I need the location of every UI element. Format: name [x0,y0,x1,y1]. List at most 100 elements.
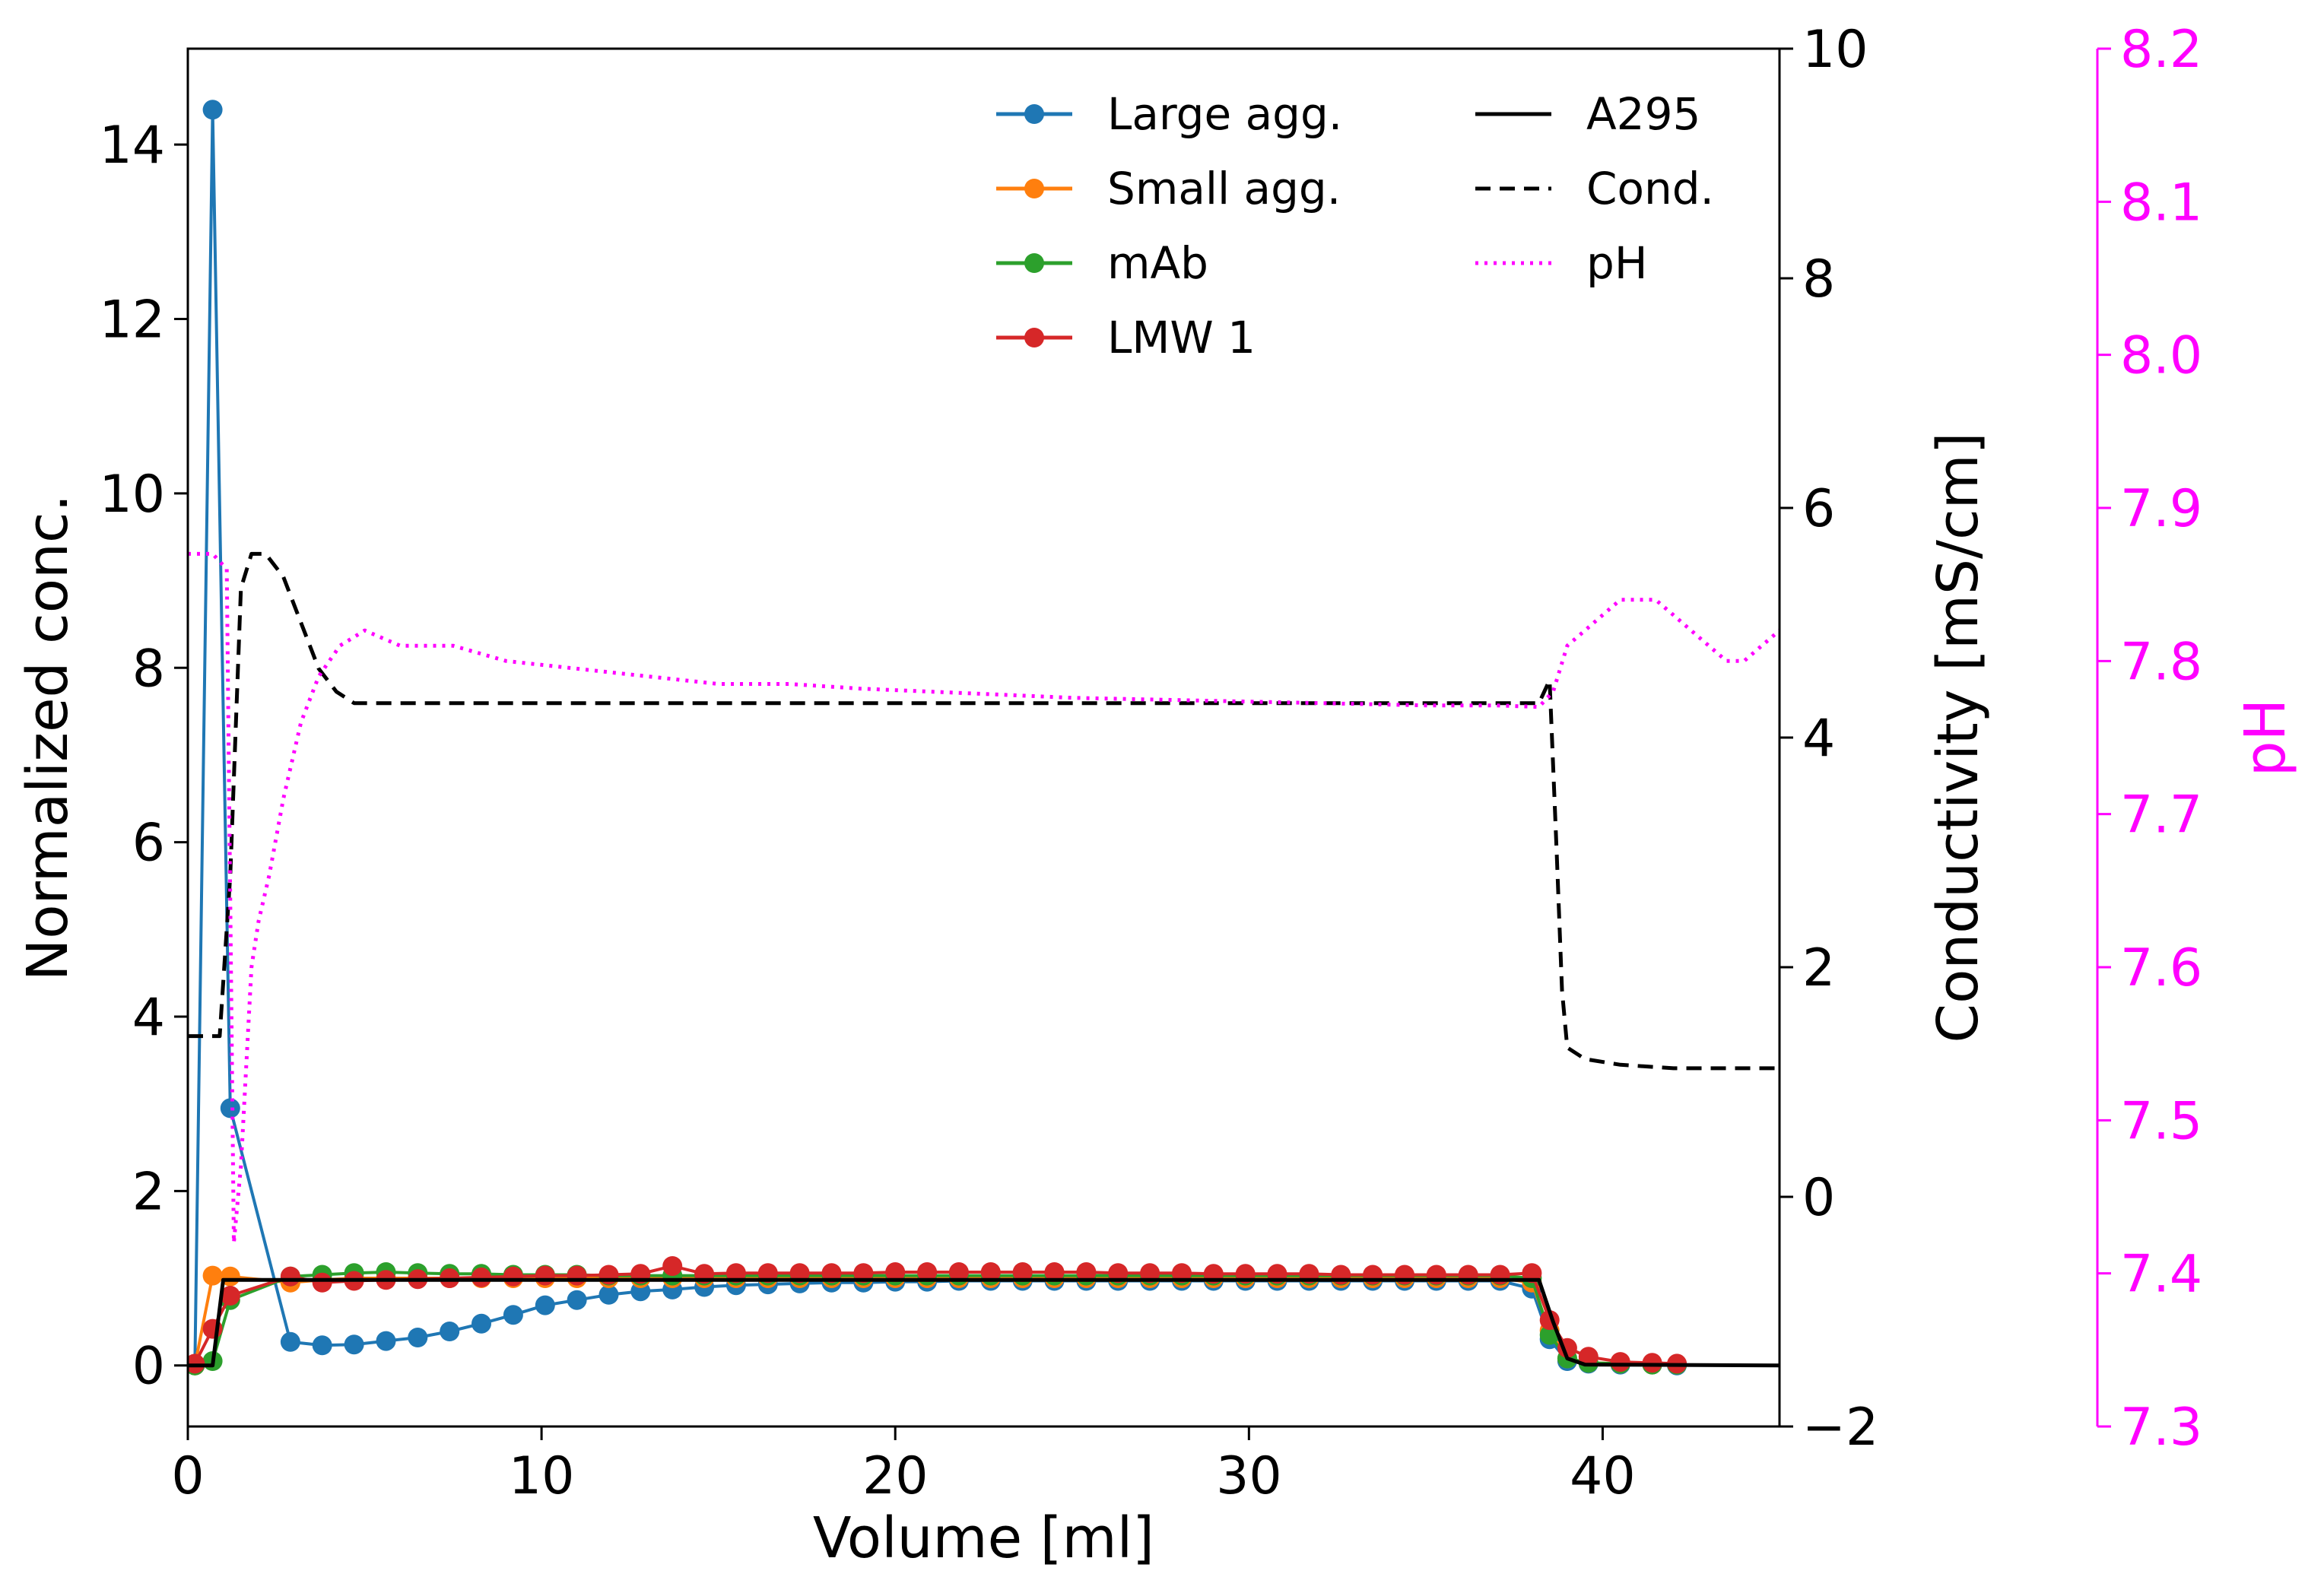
legend-label: LMW 1 [1107,312,1256,363]
data-point-lmw-1 [220,1286,240,1306]
ph-tick-label: 8.2 [2120,20,2202,80]
data-point-large-agg [440,1322,460,1341]
y-axis-ph: 7.3 7.4 7.5 7.6 7.7 7.8 7.9 8.0 8.1 8.2 [2097,20,2202,1458]
legend-entry-mab: mAb [996,237,1208,289]
y-axis-left: 0 2 4 6 8 10 12 14 [99,116,188,1397]
data-point-lmw-1 [662,1256,683,1276]
data-point-large-agg [312,1335,332,1356]
data-point-large-agg [376,1331,396,1351]
legend-entry-ph: pH [1475,237,1647,289]
data-point-lmw-1 [885,1262,906,1282]
data-point-lmw-1 [471,1267,491,1287]
series-cond [188,551,1780,1071]
y-tick-label: 6 [132,814,165,874]
y-tick-label: 4 [132,988,165,1048]
conductivity-tick-label: 8 [1802,249,1835,309]
legend-marker [1024,253,1044,273]
x-tick-label: 40 [1570,1446,1636,1506]
ph-tick-label: 7.5 [2120,1091,2202,1151]
ph-axis-title: pH [2233,699,2298,777]
y-tick-label: 14 [99,116,165,176]
data-point-large-agg [503,1305,523,1325]
x-tick-label: 0 [171,1446,204,1506]
data-point-lmw-1 [757,1263,778,1284]
legend: Large agg. Small agg. mAb LMW 1 A295 Cond. pH [996,88,1714,363]
conductivity-tick-label: 6 [1802,479,1835,539]
legend-label: Small agg. [1107,163,1341,214]
legend-entry-cond: Cond. [1475,163,1714,214]
data-point-lmw-1 [1578,1347,1599,1367]
legend-marker [1024,104,1044,124]
data-point-lmw-1 [1076,1262,1097,1282]
series-line-cond [188,551,1780,1071]
data-point-lmw-1 [1012,1262,1033,1282]
legend-entry-small-agg: Small agg. [996,163,1341,214]
data-point-large-agg [535,1295,555,1315]
ph-tick-label: 7.7 [2120,785,2202,846]
legend-label: Cond. [1586,163,1714,214]
data-point-lmw-1 [503,1266,523,1287]
x-tick-label: 20 [862,1446,929,1506]
conductivity-axis-title: Conductivity [mS/cm] [1926,432,1991,1042]
data-point-lmw-1 [1642,1353,1662,1373]
data-point-lmw-1 [1108,1263,1129,1284]
data-point-lmw-1 [1140,1263,1160,1284]
data-point-lmw-1 [1522,1263,1542,1284]
data-point-lmw-1 [312,1272,332,1293]
ph-tick-label: 7.6 [2120,938,2202,998]
y-tick-label: 8 [132,639,165,699]
conductivity-tick-label: 4 [1802,709,1835,769]
data-point-lmw-1 [853,1263,874,1284]
ph-tick-label: 8.1 [2120,173,2202,233]
series-line-ph [188,551,1780,1245]
y-axis-conductivity: −2 0 2 4 6 8 10 [1780,20,1878,1458]
data-point-large-agg [471,1313,491,1334]
series-a295 [188,1277,1780,1368]
x-axis-title: Volume [ml] [813,1506,1154,1571]
data-point-large-agg [598,1284,619,1305]
series-ph [188,551,1780,1245]
data-point-large-agg [220,1098,240,1119]
y-tick-label: 10 [99,465,165,525]
legend-label: A295 [1586,88,1700,140]
data-point-lmw-1 [980,1262,1001,1282]
ph-tick-label: 7.4 [2120,1245,2202,1305]
legend-label: mAb [1107,237,1208,289]
data-point-lmw-1 [1044,1262,1065,1282]
data-point-large-agg [202,100,223,120]
ph-tick-label: 8.0 [2120,326,2202,386]
data-point-small-agg [202,1265,223,1286]
legend-marker [1024,179,1044,198]
legend-entry-a295: A295 [1475,88,1700,140]
data-point-large-agg [408,1328,428,1347]
x-axis: 0 10 20 30 40 [171,1426,1636,1506]
ph-tick-label: 7.3 [2120,1398,2202,1458]
series-layer [188,100,1780,1376]
conductivity-tick-label: −2 [1802,1398,1878,1458]
x-tick-label: 10 [509,1446,575,1506]
y-tick-label: 0 [132,1337,165,1397]
legend-entry-large-agg: Large agg. [996,88,1342,140]
legend-label: pH [1586,237,1647,289]
data-point-lmw-1 [725,1263,746,1284]
data-point-lmw-1 [1610,1352,1630,1372]
legend-marker [1024,328,1044,347]
ph-tick-label: 7.8 [2120,632,2202,692]
data-point-lmw-1 [948,1262,969,1282]
legend-entry-lmw-1: LMW 1 [996,312,1256,363]
data-point-lmw-1 [917,1262,938,1282]
conductivity-tick-label: 0 [1802,1168,1835,1228]
data-point-lmw-1 [567,1265,587,1286]
data-point-lmw-1 [535,1265,555,1286]
data-point-lmw-1 [821,1263,842,1284]
series-line-a295 [188,1277,1780,1368]
conductivity-tick-label: 10 [1802,20,1868,80]
ph-tick-label: 7.9 [2120,479,2202,539]
y-axis-title: Normalized conc. [15,494,81,981]
data-point-lmw-1 [280,1266,300,1287]
data-point-large-agg [280,1331,300,1352]
x-tick-label: 30 [1216,1446,1282,1506]
legend-label: Large agg. [1107,88,1342,140]
data-point-lmw-1 [1172,1263,1192,1284]
